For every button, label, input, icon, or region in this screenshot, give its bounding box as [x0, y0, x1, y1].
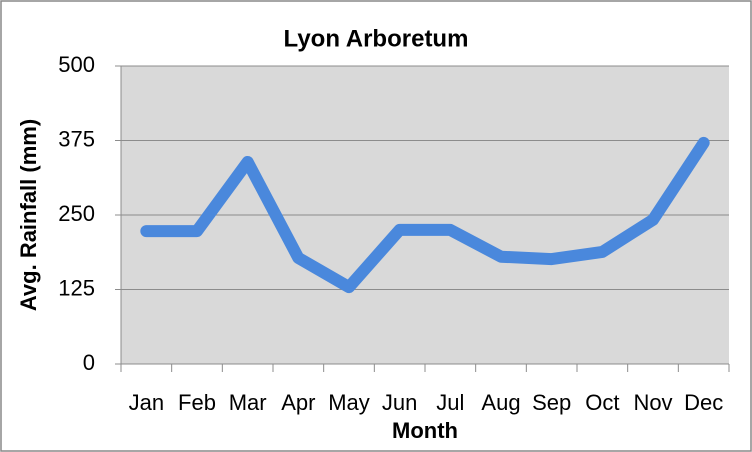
x-tick-label: Sep [532, 390, 571, 415]
x-tick-label: Jun [382, 390, 417, 415]
x-axis-title: Month [392, 418, 458, 443]
x-tick-label: May [328, 390, 370, 415]
y-tick-label: 500 [58, 52, 95, 77]
x-tick-label: Oct [585, 390, 619, 415]
x-tick-label: Aug [481, 390, 520, 415]
x-tick-label: Feb [178, 390, 216, 415]
x-tick-label: Nov [633, 390, 672, 415]
chart-title: Lyon Arboretum [284, 25, 469, 52]
y-tick-label: 375 [58, 126, 95, 151]
y-tick-label: 125 [58, 275, 95, 300]
y-axis-title: Avg. Rainfall (mm) [16, 119, 41, 311]
x-tick-label: Jan [129, 390, 164, 415]
x-tick-label: Dec [684, 390, 723, 415]
y-tick-label: 250 [58, 201, 95, 226]
x-tick-label: Jul [436, 390, 464, 415]
data-line [140, 136, 710, 294]
y-tick-label: 0 [83, 350, 95, 375]
x-tick-label: Apr [281, 390, 315, 415]
x-tick-label: Mar [229, 390, 267, 415]
